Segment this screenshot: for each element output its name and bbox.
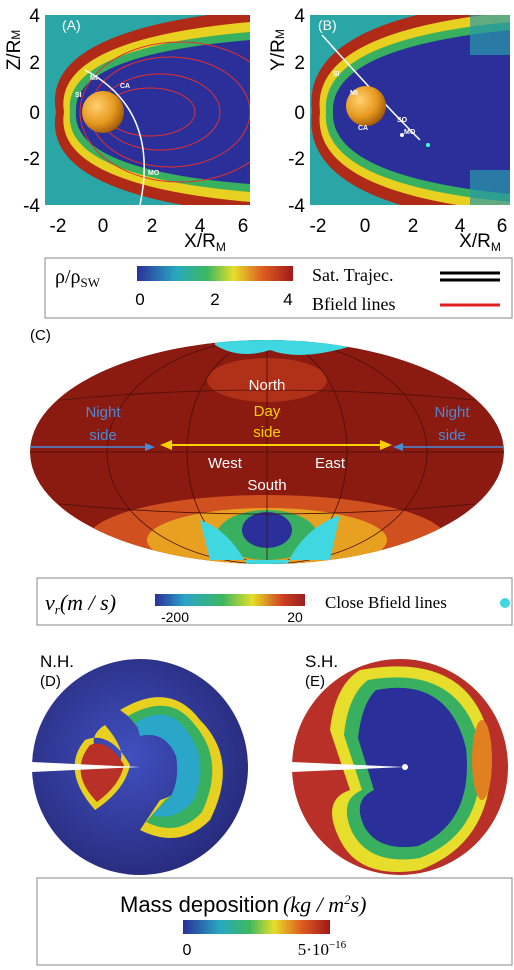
x-axis-label: X/RM xyxy=(459,231,501,254)
colorbar-label: vr(m / s) xyxy=(45,590,116,617)
map-label: side xyxy=(253,424,281,441)
label-text: ρ/ρ xyxy=(55,266,81,288)
map-label: West xyxy=(208,455,243,472)
y-tick-label: 0 xyxy=(294,103,305,124)
colorbar-tick: 0 xyxy=(183,942,192,959)
colorbar-tick: 0 xyxy=(135,290,144,309)
map-label: Day xyxy=(254,403,281,420)
y-tick-label: 4 xyxy=(294,6,305,27)
x-tick-label: -2 xyxy=(310,216,327,237)
annotation: CA xyxy=(358,125,368,132)
map-label: side xyxy=(438,427,466,444)
x-tick-label: 4 xyxy=(195,216,206,237)
x-tick-label: 6 xyxy=(238,216,249,237)
panel-title: N.H. xyxy=(40,652,74,671)
colorbar-tick: -200 xyxy=(161,609,189,625)
label-sub: M xyxy=(491,240,501,254)
figure: (A) SI MI CA MO Z/RM X/RM (B) SI MI CA S… xyxy=(0,0,514,970)
label-sub: M xyxy=(273,29,287,39)
colorbar-tick: 2 xyxy=(210,290,219,309)
label-unit: (m / s) xyxy=(60,590,116,615)
map-label: North xyxy=(249,377,286,394)
label-text: v xyxy=(45,590,55,615)
y-tick-label: 4 xyxy=(29,6,40,27)
y-tick-label: -2 xyxy=(288,149,305,170)
label-text: Z/R xyxy=(4,40,25,71)
label-unit: (kg / m xyxy=(283,892,344,917)
colorbar xyxy=(155,594,305,606)
annotation: SI xyxy=(75,92,82,99)
annotation: SO xyxy=(397,117,408,124)
panel-label: (A) xyxy=(62,17,81,33)
annotation: MI xyxy=(350,90,358,97)
panel-label: (D) xyxy=(40,673,61,690)
colorbar xyxy=(183,920,330,934)
colorbar-label: Mass deposition(kg / m2s) xyxy=(120,892,366,917)
panel-b-image xyxy=(310,0,510,225)
colorbar-tick: 5·10−16 xyxy=(298,939,347,959)
map-label: Night xyxy=(434,404,470,421)
map-label: side xyxy=(89,427,117,444)
annotation: MO xyxy=(404,129,416,136)
legend-entry: Bfield lines xyxy=(312,294,396,314)
panel-a-image xyxy=(45,10,280,214)
label-sub: SW xyxy=(81,275,101,290)
panel-title: S.H. xyxy=(305,652,338,671)
legend-entry: Close Bfield lines xyxy=(325,593,447,612)
y-tick-label: 0 xyxy=(29,103,40,124)
x-tick-label: 2 xyxy=(147,216,158,237)
annotation: MI xyxy=(90,75,98,82)
panel-d-image xyxy=(32,659,248,875)
y-axis-label: Z/RM xyxy=(4,30,25,71)
x-tick-label: 2 xyxy=(408,216,419,237)
x-tick-label: -2 xyxy=(50,216,67,237)
label-unit-end: s) xyxy=(351,892,367,917)
panel-e-image xyxy=(292,659,508,875)
x-tick-label: 4 xyxy=(455,216,466,237)
colorbar-tick: 20 xyxy=(287,609,303,625)
map-label: East xyxy=(315,455,346,472)
legend-entry: Sat. Trajec. xyxy=(312,265,394,285)
colorbar-tick: 4 xyxy=(283,290,292,309)
x-tick-label: 0 xyxy=(360,216,371,237)
map-label: South xyxy=(247,477,286,494)
map-label: Night xyxy=(85,404,121,421)
tick-sup: −16 xyxy=(329,939,347,951)
colorbar-label: ρ/ρSW xyxy=(55,266,101,290)
annotation: CA xyxy=(120,83,130,90)
x-tick-label: 6 xyxy=(497,216,508,237)
label-text: Y/R xyxy=(268,39,289,71)
y-axis-label: Y/RM xyxy=(268,29,289,71)
y-tick-label: -4 xyxy=(23,196,40,217)
panel-label: (E) xyxy=(305,673,325,690)
annotation: MO xyxy=(148,170,160,177)
y-tick-label: -4 xyxy=(288,196,305,217)
y-tick-label: 2 xyxy=(294,53,305,74)
panel-label: (B) xyxy=(318,17,337,33)
panel-label: (C) xyxy=(30,327,51,344)
y-tick-label: -2 xyxy=(23,149,40,170)
panel-c-image xyxy=(30,330,504,585)
label-text: Mass deposition xyxy=(120,892,279,917)
label-sub: M xyxy=(9,30,23,40)
label-sub: M xyxy=(216,240,226,254)
tick-text: 5·10 xyxy=(298,940,329,959)
legend-swatch xyxy=(500,598,510,608)
colorbar xyxy=(137,266,293,281)
annotation: SI xyxy=(333,71,340,78)
x-tick-label: 0 xyxy=(98,216,109,237)
y-tick-label: 2 xyxy=(29,53,40,74)
